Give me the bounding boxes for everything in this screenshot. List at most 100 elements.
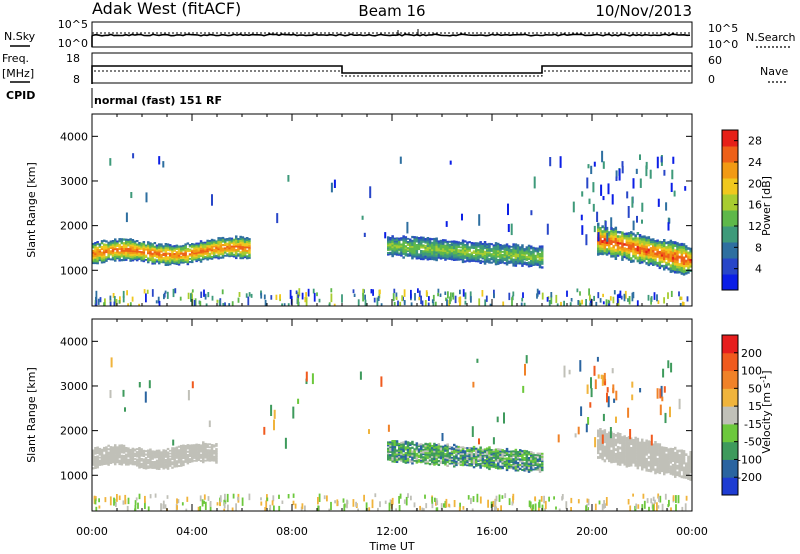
data-cell bbox=[398, 253, 401, 256]
data-cell bbox=[149, 252, 152, 255]
data-cell bbox=[389, 247, 392, 250]
data-cell bbox=[96, 252, 99, 255]
data-cell bbox=[497, 262, 500, 265]
data-cell bbox=[612, 384, 615, 393]
data-cell bbox=[311, 373, 314, 385]
data-cell bbox=[464, 251, 467, 254]
data-cell bbox=[682, 256, 686, 260]
data-cell bbox=[665, 266, 668, 269]
data-cell bbox=[406, 455, 410, 458]
data-cell bbox=[413, 253, 416, 256]
data-cell bbox=[210, 459, 214, 462]
data-cell bbox=[149, 257, 152, 260]
data-cell bbox=[667, 250, 670, 254]
data-cell bbox=[627, 241, 631, 245]
data-cell bbox=[680, 468, 684, 472]
data-cell bbox=[153, 450, 157, 453]
colorbar-tick-label: 50 bbox=[748, 382, 762, 395]
data-cell bbox=[459, 257, 463, 259]
data-cell bbox=[656, 250, 659, 254]
time-axis-labels: 00:00 04:00 08:00 12:00 16:00 20:00 00:00 bbox=[76, 525, 708, 538]
data-cell bbox=[107, 444, 110, 447]
data-cell bbox=[379, 501, 381, 508]
data-cell bbox=[149, 244, 152, 247]
data-cell bbox=[215, 243, 218, 246]
data-cell bbox=[402, 239, 405, 242]
data-cell bbox=[195, 443, 198, 446]
data-cell bbox=[671, 259, 675, 263]
data-cell bbox=[191, 249, 194, 252]
data-cell bbox=[621, 461, 624, 464]
colorbar-tick-label: 200 bbox=[741, 347, 762, 360]
data-cell bbox=[541, 256, 544, 260]
data-cell bbox=[179, 296, 182, 301]
data-cell bbox=[118, 495, 121, 501]
data-cell bbox=[118, 240, 121, 243]
data-cell bbox=[109, 251, 113, 254]
data-cell bbox=[444, 448, 447, 451]
data-cell bbox=[508, 463, 511, 466]
data-cell bbox=[634, 439, 637, 443]
data-cell bbox=[625, 442, 629, 446]
data-cell bbox=[173, 249, 176, 252]
data-cell bbox=[494, 463, 498, 466]
data-cell bbox=[109, 451, 113, 454]
data-cell bbox=[663, 241, 666, 245]
data-cell bbox=[630, 238, 633, 242]
data-cell bbox=[516, 456, 520, 459]
data-cell bbox=[479, 252, 482, 255]
data-cell bbox=[623, 447, 626, 451]
data-cell bbox=[158, 456, 161, 459]
data-cell bbox=[211, 295, 214, 301]
data-cell bbox=[520, 302, 523, 306]
data-cell bbox=[605, 252, 609, 256]
data-cell bbox=[107, 460, 110, 463]
data-cell bbox=[184, 449, 187, 452]
data-cell bbox=[208, 446, 212, 449]
data-cell bbox=[239, 253, 242, 256]
data-cell bbox=[217, 240, 220, 243]
data-cell bbox=[587, 507, 589, 511]
data-cell bbox=[400, 251, 403, 254]
data-cell bbox=[415, 442, 419, 445]
data-cell bbox=[596, 211, 599, 222]
data-cell bbox=[534, 454, 537, 456]
data-cell bbox=[466, 259, 469, 262]
data-cell bbox=[215, 254, 218, 257]
data-cell bbox=[641, 464, 644, 468]
data-cell bbox=[645, 458, 648, 461]
data-cell bbox=[461, 454, 465, 457]
data-cell bbox=[144, 256, 148, 258]
data-cell bbox=[501, 457, 504, 460]
data-cell bbox=[534, 248, 537, 251]
data-cell bbox=[446, 251, 449, 254]
data-cell bbox=[453, 443, 456, 447]
data-cell bbox=[127, 450, 130, 453]
data-cell bbox=[658, 445, 662, 449]
data-cell bbox=[399, 301, 402, 306]
data-cell bbox=[163, 294, 165, 300]
data-cell bbox=[433, 245, 436, 248]
data-cell bbox=[173, 246, 176, 249]
data-cell bbox=[142, 463, 146, 466]
data-cell bbox=[516, 255, 520, 258]
data-cell bbox=[492, 462, 496, 465]
data-cell bbox=[455, 253, 458, 256]
data-cell bbox=[621, 440, 624, 444]
data-cell bbox=[597, 252, 600, 256]
data-cell bbox=[608, 451, 611, 455]
data-cell bbox=[647, 236, 651, 240]
velocity-ylabel: Slant Range [km] bbox=[25, 367, 38, 463]
data-cell bbox=[162, 252, 165, 255]
data-cell bbox=[177, 456, 181, 459]
data-cell bbox=[395, 449, 399, 452]
data-cell bbox=[147, 455, 150, 458]
data-cell bbox=[501, 244, 504, 247]
data-cell bbox=[193, 459, 196, 462]
data-cell bbox=[391, 451, 394, 454]
data-cell bbox=[437, 244, 441, 247]
data-cell bbox=[641, 251, 644, 255]
data-cell bbox=[667, 466, 670, 470]
data-cell bbox=[638, 445, 642, 449]
data-cell bbox=[162, 249, 165, 252]
